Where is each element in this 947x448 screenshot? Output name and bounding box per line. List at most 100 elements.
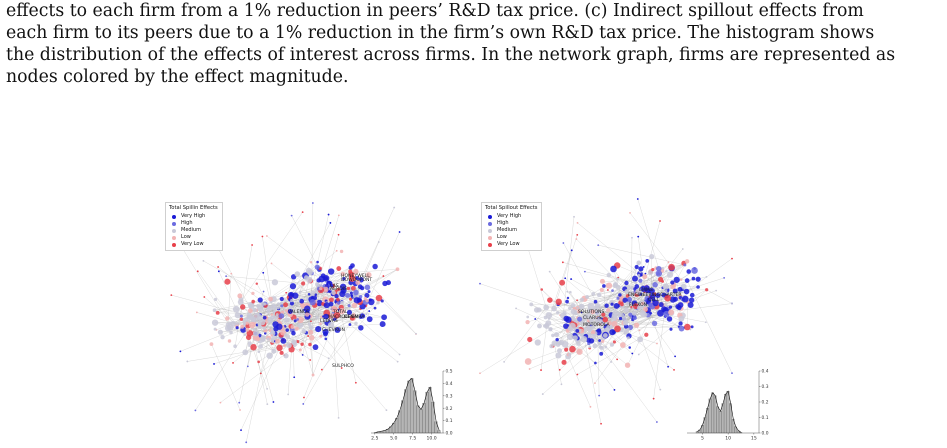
network-node [576,373,579,376]
network-node [247,308,253,314]
network-node [678,315,685,322]
network-node [541,393,544,395]
network-node [575,306,579,310]
network-node [636,198,639,200]
network-node [284,317,290,323]
firm-label: HONEYWELL [341,273,370,279]
network-node [604,345,608,349]
network-node [565,299,569,304]
network-node [348,275,356,282]
network-edge [577,317,630,337]
network-node [577,310,581,314]
network-node [308,325,314,331]
network-node [376,301,380,305]
network-node [251,291,255,296]
network-node [338,307,346,315]
y-tick-label: 0.4 [762,369,769,375]
network-node [270,334,273,337]
density-curve [375,377,440,433]
network-node [349,291,353,295]
firm-label: CELL [648,297,660,303]
network-node [669,293,674,298]
network-node [291,330,296,336]
network-node [331,305,338,312]
firm-label: VALENCE [288,309,309,315]
network-node [220,335,225,340]
network-node [696,285,700,289]
network-node [211,319,219,326]
network-node [255,319,259,323]
network-node [299,290,302,294]
network-node [626,296,633,303]
network-node [731,302,733,305]
network-node [562,311,567,316]
medium-dot [172,228,176,233]
legend-label: High [181,220,193,226]
y-tick-label: 0.3 [446,393,453,399]
network-node [558,368,561,371]
network-node [266,306,272,312]
histogram-bar [425,391,429,434]
network-node [328,297,334,303]
network-node [339,283,347,290]
x-tick-label: 7.5 [409,436,416,442]
network-node [628,346,631,349]
legend-item-low: Low [169,234,218,241]
network-node [257,350,261,354]
y-tick-label: 0.0 [762,431,769,437]
network-node [339,249,344,254]
network-node [379,321,386,328]
network-node [529,302,534,307]
network-node [266,337,270,341]
network-node [328,286,333,291]
network-node [566,296,570,300]
network-node [631,236,633,239]
network-node [551,305,557,312]
network-node [287,308,293,314]
network-node [570,249,573,252]
network-node [364,284,371,291]
network-node [534,339,541,346]
network-node [215,310,220,315]
histogram-bar [428,386,432,434]
network-node [256,303,260,308]
network-node [398,231,401,233]
network-node [316,278,321,283]
network-node [623,307,629,313]
network-node [234,312,241,319]
network-node [254,312,260,319]
network-node [604,303,609,308]
network-node [651,320,658,327]
network-node [599,278,605,284]
network-node [368,298,372,302]
network-node [299,298,305,304]
network-node [602,333,608,338]
network-edge [227,273,232,325]
histogram-bar [410,378,414,434]
network-edge [325,267,351,279]
network-node [240,324,245,329]
network-node [415,332,417,335]
network-node [312,344,319,351]
network-node [315,326,322,333]
network-node [590,330,596,335]
firm-label: AERDIS [330,286,347,292]
histogram-bar [404,389,408,434]
network-node [311,373,315,377]
network-node [577,316,583,322]
network-node [337,416,340,419]
network-node [670,280,675,285]
network-node [609,329,616,336]
network-node [316,299,323,307]
network-node [319,286,323,291]
network-node [646,297,652,303]
network-node [365,272,372,278]
network-node [594,361,597,365]
network-edge [645,314,685,328]
network-node [593,299,598,304]
network-node [632,275,638,282]
network-node [239,314,243,318]
firm-label: SOLUTIONS [578,309,604,315]
network-node [213,363,215,365]
network-edge [311,203,314,300]
